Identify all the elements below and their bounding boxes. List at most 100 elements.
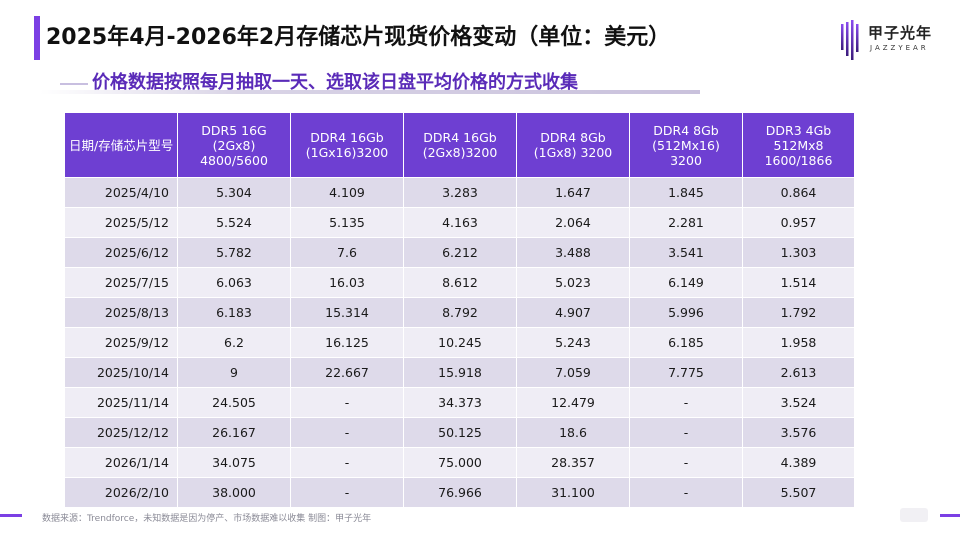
price-cell: 1.792 — [742, 297, 855, 328]
source-note: 数据来源：Trendforce，未知数据是因为停产、市场数据难以收集 制图：甲子… — [42, 514, 372, 524]
price-cell: 1.514 — [742, 267, 855, 298]
price-cell: - — [290, 417, 404, 448]
header-line: 日期/存储芯片型号 — [69, 137, 174, 153]
footer-accent-right — [940, 514, 960, 517]
price-cell: 6.212 — [403, 237, 517, 268]
price-cell: - — [290, 477, 404, 508]
price-cell: 3.524 — [742, 387, 855, 418]
table-row: 2025/12/12 26.167-50.125 18.6-3.576 — [64, 417, 855, 448]
price-cell: 24.505 — [177, 387, 291, 418]
price-cell: 50.125 — [403, 417, 517, 448]
price-cell: 26.167 — [177, 417, 291, 448]
price-cell: 22.667 — [290, 357, 404, 388]
table-row: 2025/6/12 5.782 7.6 6.212 3.488 3.541 1.303 — [64, 237, 855, 268]
header-line: (512Mx16) — [652, 137, 720, 153]
price-cell: 34.075 — [177, 447, 291, 478]
price-cell: 7.6 — [290, 237, 404, 268]
price-cell: 6.063 — [177, 267, 291, 298]
price-cell: - — [629, 477, 743, 508]
price-cell: 15.314 — [290, 297, 404, 328]
price-cell: 3.488 — [516, 237, 630, 268]
price-cell: 5.304 — [177, 177, 291, 208]
slide-title: 2025年4月-2026年2月存储芯片现货价格变动（单位：美元） — [46, 25, 671, 50]
price-cell: 76.966 — [403, 477, 517, 508]
price-cell: 1.958 — [742, 327, 855, 358]
table-row: 2025/4/10 5.304 4.109 3.283 1.647 1.845 0.864 — [64, 177, 855, 208]
header-line: (2Gx8)3200 — [422, 145, 498, 160]
header-chip-3: DDR4 16Gb (2Gx8)3200 — [403, 112, 517, 178]
table-row: 2025/10/14 9 22.667 15.918 7.059 7.775 2.613 — [64, 357, 855, 388]
brand-logo: 甲子光年 JAZZYEAR — [840, 20, 940, 62]
price-cell: 0.864 — [742, 177, 855, 208]
price-cell: 5.023 — [516, 267, 630, 298]
header-line: DDR3 4Gb — [765, 122, 832, 138]
price-cell: 2.281 — [629, 207, 743, 238]
price-cell: 3.283 — [403, 177, 517, 208]
price-cell: 6.185 — [629, 327, 743, 358]
price-cell: - — [629, 447, 743, 478]
price-cell: 10.245 — [403, 327, 517, 358]
price-cell: 15.918 — [403, 357, 517, 388]
header-chip-6: DDR3 4Gb 512Mx8 1600/1866 — [742, 112, 855, 178]
price-cell: 34.373 — [403, 387, 517, 418]
price-cell: 5.507 — [742, 477, 855, 508]
price-cell: 31.100 — [516, 477, 630, 508]
header-line: (1Gx8) 3200 — [533, 145, 613, 160]
header-chip-2: DDR4 16Gb (1Gx16)3200 — [290, 112, 404, 178]
table-header-row: 日期/存储芯片型号 DDR5 16G (2Gx8) 4800/5600 DDR4 16G… — [64, 112, 855, 178]
header-line: DDR4 16Gb — [423, 130, 497, 145]
header-line: 3200 — [670, 152, 702, 168]
date-cell: 2025/7/15 — [64, 267, 178, 298]
date-cell: 2025/9/12 — [64, 327, 178, 358]
footer-accent-left — [0, 514, 22, 517]
price-cell: 3.541 — [629, 237, 743, 268]
price-cell: - — [290, 387, 404, 418]
price-cell: 18.6 — [516, 417, 630, 448]
header-line: (1Gx16)3200 — [305, 145, 389, 160]
price-cell: 2.064 — [516, 207, 630, 238]
price-cell: 6.2 — [177, 327, 291, 358]
logo-mark-icon — [841, 20, 859, 60]
price-cell: - — [629, 417, 743, 448]
price-cell: 3.576 — [742, 417, 855, 448]
header-date-model: 日期/存储芯片型号 — [64, 112, 178, 178]
subtitle-dash — [60, 83, 88, 85]
price-cell: - — [629, 387, 743, 418]
title-accent-bar — [34, 16, 40, 60]
logo-name-cn: 甲子光年 — [868, 24, 933, 42]
date-cell: 2025/8/13 — [64, 297, 178, 328]
price-cell: 12.479 — [516, 387, 630, 418]
price-cell: 1.303 — [742, 237, 855, 268]
logo-name-en: JAZZYEAR — [870, 44, 929, 52]
price-cell: 28.357 — [516, 447, 630, 478]
price-cell: 5.524 — [177, 207, 291, 238]
header-line: 1600/1866 — [764, 152, 833, 168]
date-cell: 2025/5/12 — [64, 207, 178, 238]
table-row: 2025/11/14 24.505-34.373 12.479-3.524 — [64, 387, 855, 418]
date-cell: 2026/1/14 — [64, 447, 178, 478]
header-chip-5: DDR4 8Gb (512Mx16) 3200 — [629, 112, 743, 178]
price-cell: 4.163 — [403, 207, 517, 238]
price-cell: 7.775 — [629, 357, 743, 388]
date-cell: 2025/6/12 — [64, 237, 178, 268]
price-cell: 7.059 — [516, 357, 630, 388]
price-cell: 5.782 — [177, 237, 291, 268]
table-row: 2025/7/15 6.063 16.03 8.612 5.023 6.149 1.514 — [64, 267, 855, 298]
price-cell: 38.000 — [177, 477, 291, 508]
header-line: 512Mx8 — [773, 137, 824, 153]
table-row: 2026/1/14 34.075-75.000 28.357-4.389 — [64, 447, 855, 478]
price-cell: - — [290, 447, 404, 478]
header-line: 4800/5600 — [200, 152, 268, 168]
price-cell: 8.792 — [403, 297, 517, 328]
slide-subtitle: 价格数据按照每月抽取一天、选取该日盘平均价格的方式收集 — [92, 72, 578, 93]
price-cell: 16.03 — [290, 267, 404, 298]
table-row: 2025/5/12 5.524 5.135 4.163 2.064 2.281 0.957 — [64, 207, 855, 238]
date-cell: 2025/12/12 — [64, 417, 178, 448]
price-table: 日期/存储芯片型号 DDR5 16G (2Gx8) 4800/5600 DDR4 16G… — [64, 112, 855, 508]
price-cell: 6.183 — [177, 297, 291, 328]
price-cell: 4.109 — [290, 177, 404, 208]
table-row: 2025/8/13 6.183 15.314 8.792 4.907 5.996 1.792 — [64, 297, 855, 328]
header-line: (2Gx8) — [212, 137, 256, 153]
price-cell: 6.149 — [629, 267, 743, 298]
price-cell: 4.907 — [516, 297, 630, 328]
